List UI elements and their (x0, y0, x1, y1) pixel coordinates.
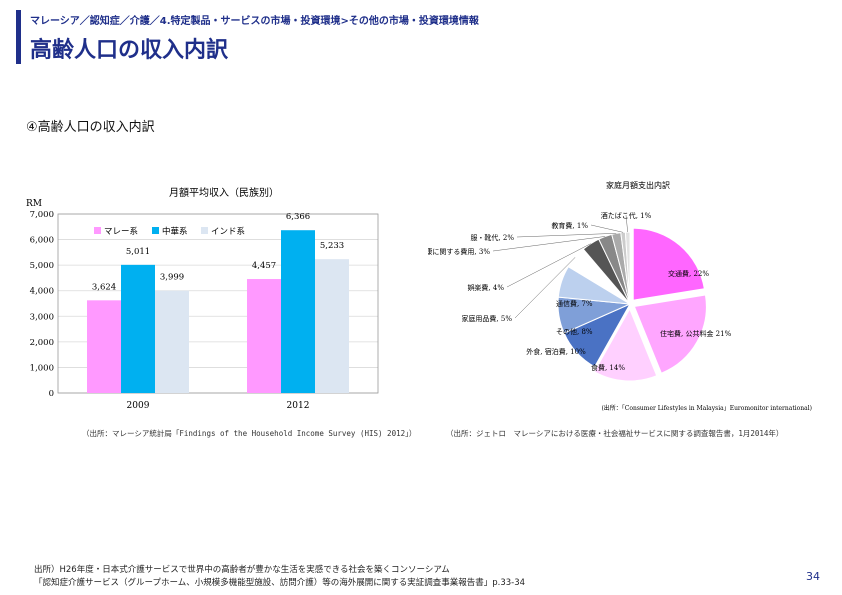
bar-value-label: 5,011 (126, 247, 150, 257)
pie-slice-label: 娯楽費, 4% (467, 283, 504, 292)
bar-chart-ylabel: RM (26, 199, 42, 209)
footer-source: 出所）H26年度・日本式介護サービスで世界中の高齢者が豊かな生活を実感できる社会… (34, 564, 525, 590)
legend-label: マレー系 (104, 226, 138, 237)
pie-slice-label: 健康に関する費用, 3% (428, 247, 490, 256)
expense-pie-chart: 家庭月額支出内訳 交通費, 22% 住宅費, 公共料金 21% 食費, 14% 外食,… (418, 178, 828, 418)
pie-leader-line (506, 243, 591, 288)
y-tick-label: 6,000 (30, 236, 54, 246)
y-tick-label: 4,000 (30, 287, 54, 297)
page-title: 高齢人口の収入内訳 (30, 38, 229, 63)
page-number: 34 (806, 570, 820, 583)
y-tick-label: 1,000 (30, 363, 54, 373)
bar (281, 230, 315, 393)
bar (315, 259, 349, 393)
section-heading: ④高齢人口の収入内訳 (26, 120, 155, 135)
bar-value-label: 3,624 (92, 282, 116, 292)
pie-slice-label: 住宅費, 公共料金 21% (660, 329, 732, 338)
income-bar-chart: 月額平均収入（民族別） RM 0 1,000 2,000 3,000 4,000 5,00… (24, 182, 420, 418)
footer-source-line-1: 出所）H26年度・日本式介護サービスで世界中の高齢者が豊かな生活を実感できる社会… (34, 565, 450, 575)
legend-swatch (94, 227, 101, 234)
pie-chart-title: 家庭月額支出内訳 (606, 180, 670, 190)
title-accent-bar (16, 10, 21, 64)
pie-leader-line (590, 224, 624, 233)
pie-chart-svg: 家庭月額支出内訳 交通費, 22% 住宅費, 公共料金 21% 食費, 14% 外食,… (418, 180, 812, 412)
bar (121, 264, 155, 393)
pie-chart-source: （出所：ジェトロ マレーシアにおける医療・社会福祉サービスに関する調査報告書，1… (446, 429, 784, 438)
pie-slice-label: 家庭用品費, 5% (461, 314, 512, 323)
plot-frame (57, 213, 379, 394)
pie-slice-label: 食費, 14% (591, 363, 625, 372)
x-tick-label: 2009 (127, 401, 150, 411)
pie-chart-inner-source: (出所：「Consumer Lifestyles in Malaysia」Eur… (601, 404, 812, 412)
pie-slice-label: 交通費, 22% (668, 269, 709, 278)
pie-slice (633, 294, 707, 374)
footer-source-line-2: 「認知症介護サービス（グループホーム、小規模多機能型施設、訪問介護）等の海外展開… (34, 578, 526, 588)
pie-slice-label: 酒たばこ代, 1% (601, 211, 652, 220)
bar-chart-title: 月額平均収入（民族別） (169, 186, 279, 199)
bar-value-label: 4,457 (252, 261, 276, 271)
legend-swatch (201, 227, 208, 234)
bar-chart-source: （出所：マレーシア統計局「Findings of the Household I… (82, 429, 417, 438)
pie-slice-label: その他, 8% (556, 327, 593, 336)
breadcrumb: マレーシア／認知症／介護／4.特定製品・サービスの市場・投資環境>その他の市場・… (30, 16, 479, 27)
pie-slice (632, 227, 705, 301)
bar (155, 290, 189, 393)
pie-leader-line (514, 257, 576, 319)
bar-value-label: 3,999 (160, 273, 184, 283)
pie-slice-label: 教育費, 1% (551, 221, 588, 230)
y-tick-label: 5,000 (30, 261, 54, 271)
pie-slice-label: 外食, 宿泊費, 10% (526, 347, 586, 356)
bar (247, 279, 281, 393)
pie-leader-line (625, 214, 628, 233)
legend-swatch (152, 227, 159, 234)
y-tick-label: 3,000 (30, 312, 54, 322)
x-tick-label: 2012 (287, 401, 310, 411)
bar-chart-svg: 月額平均収入（民族別） RM 0 1,000 2,000 3,000 4,000 5,00… (26, 186, 379, 411)
pie-slice (593, 307, 658, 382)
y-tick-label: 7,000 (30, 210, 54, 220)
pie-leader-line (516, 233, 617, 238)
legend-label: 中華系 (162, 226, 188, 237)
bar-value-label: 5,233 (320, 241, 344, 251)
pie-slice-label: 通信費, 7% (556, 299, 593, 308)
legend-label: インド系 (211, 226, 245, 237)
y-tick-label: 2,000 (30, 338, 54, 348)
y-tick-label: 0 (49, 389, 54, 399)
bar (87, 300, 121, 393)
pie-leader-line (492, 236, 606, 252)
pie-slice-label: 服・靴代, 2% (470, 233, 514, 242)
bar-value-label: 6,366 (286, 212, 310, 222)
